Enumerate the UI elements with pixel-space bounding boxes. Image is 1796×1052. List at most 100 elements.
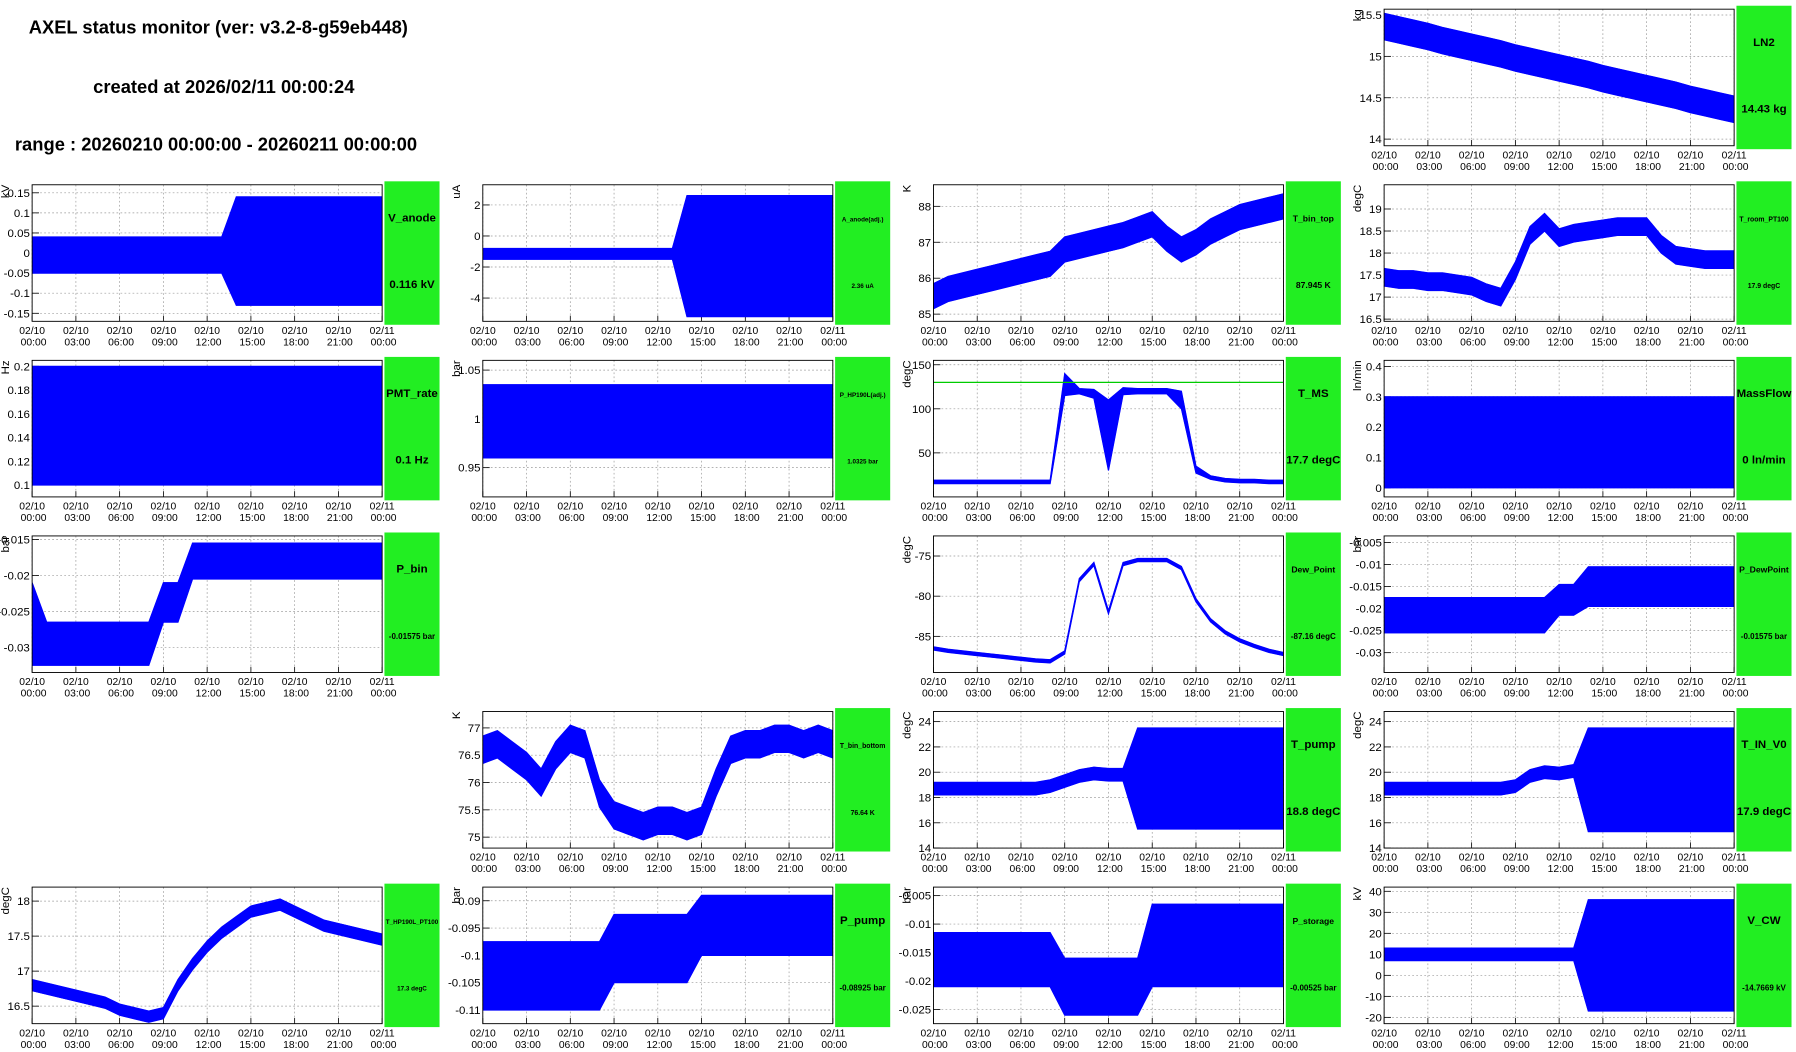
y-tick-label: -0.025 xyxy=(0,606,30,618)
data-edge xyxy=(1384,727,1735,783)
status-value: -87.16 degC xyxy=(1291,632,1336,641)
y-tick-label: -0.1 xyxy=(10,288,30,300)
x-tick-part: 02/11 xyxy=(1722,502,1747,513)
x-tick-part: 03:00 xyxy=(62,513,91,524)
status-value: -0.08925 bar xyxy=(839,983,885,992)
x-tick-label: 02/10 06:00 xyxy=(1457,150,1486,172)
data-edge xyxy=(32,542,383,623)
y-tick-label: -0.01 xyxy=(1356,560,1382,572)
data-layer xyxy=(933,727,1284,830)
x-tick-part: 00:00 xyxy=(468,513,497,524)
x-tick-label: 02/10 12:00 xyxy=(193,502,222,524)
y-tick-label: 18 xyxy=(918,793,931,805)
y-tick-label: 0.2 xyxy=(1366,422,1382,434)
status-box xyxy=(1736,883,1792,1028)
data-edge xyxy=(32,909,383,1023)
x-tick-part: 06:00 xyxy=(556,864,585,875)
x-tick-label: 02/10 03:00 xyxy=(1414,677,1443,699)
y-tick-label: -0.09 xyxy=(454,896,480,908)
x-tick-part: 09:00 xyxy=(600,337,629,348)
x-tick-part: 02/10 xyxy=(921,326,947,337)
x-tick-label: 02/10 21:00 xyxy=(1225,326,1254,348)
x-tick-label: 02/10 18:00 xyxy=(280,326,309,348)
x-tick-part: 12:00 xyxy=(1094,1040,1123,1051)
x-tick-label: 02/10 00:00 xyxy=(468,326,497,348)
x-tick-part: 02/10 xyxy=(107,1028,133,1039)
x-tick-part: 03:00 xyxy=(963,513,992,524)
x-tick-label: 02/10 09:00 xyxy=(1050,1028,1079,1050)
x-tick-label: 02/10 15:00 xyxy=(237,326,266,348)
y-tick-label: 75 xyxy=(468,832,481,844)
x-tick-part: 02/10 xyxy=(1096,502,1122,513)
x-tick-label: 02/10 06:00 xyxy=(1007,502,1036,524)
x-tick-part: 00:00 xyxy=(368,337,397,348)
x-tick-part: 02/10 xyxy=(150,677,176,688)
y-tick-label: 0.3 xyxy=(1366,392,1382,404)
x-tick-part: 02/10 xyxy=(1590,1028,1616,1039)
x-tick-label: 02/10 06:00 xyxy=(1007,853,1036,875)
x-tick-label: 02/10 21:00 xyxy=(1676,326,1705,348)
data-edge xyxy=(933,727,1284,783)
x-tick-label: 02/11 00:00 xyxy=(818,326,847,348)
x-tick-part: 18:00 xyxy=(280,1040,309,1051)
y-tick-label: 0.16 xyxy=(8,409,30,421)
x-tick-part: 06:00 xyxy=(1007,337,1036,348)
x-tick-label: 02/10 12:00 xyxy=(1545,1028,1574,1050)
y-tick-label: -0.02 xyxy=(1356,604,1382,616)
y-tick-label: 22 xyxy=(918,742,931,754)
x-tick-part: 02/10 xyxy=(238,502,264,513)
x-tick-part: 02/11 xyxy=(1722,150,1747,161)
x-tick-part: 09:00 xyxy=(1050,689,1079,700)
x-tick-part: 15:00 xyxy=(1138,513,1167,524)
x-tick-part: 15:00 xyxy=(687,1040,716,1051)
x-tick-label: 02/10 09:00 xyxy=(1501,853,1530,875)
x-tick-part: 00:00 xyxy=(18,689,47,700)
x-tick-part: 15:00 xyxy=(237,337,266,348)
x-tick-label: 02/10 00:00 xyxy=(1370,502,1399,524)
x-tick-part: 18:00 xyxy=(1632,1040,1661,1051)
x-tick-part: 02/10 xyxy=(1502,150,1528,161)
data-edge xyxy=(482,195,833,249)
data-edge xyxy=(482,894,833,943)
x-tick-part: 09:00 xyxy=(600,1040,629,1051)
x-tick-part: 02/10 xyxy=(557,853,583,864)
x-tick-part: 02/10 xyxy=(19,1028,45,1039)
x-tick-part: 03:00 xyxy=(1414,1040,1443,1051)
x-tick-label: 02/10 06:00 xyxy=(105,677,134,699)
x-tick-part: 02/10 xyxy=(1415,502,1441,513)
status-box xyxy=(1285,181,1341,325)
x-tick-part: 12:00 xyxy=(643,864,672,875)
data-edge xyxy=(1384,960,1735,1012)
data-edge xyxy=(482,954,833,1011)
data-layer xyxy=(933,903,1284,1016)
x-tick-part: 02/10 xyxy=(1677,677,1703,688)
x-tick-part: 02/11 xyxy=(1271,1028,1296,1039)
data-edge xyxy=(32,272,383,306)
y-tick-label: 20 xyxy=(918,767,931,779)
x-tick-part: 02/11 xyxy=(1722,677,1747,688)
x-tick-part: 15:00 xyxy=(687,864,716,875)
data-band xyxy=(482,384,833,459)
data-edge xyxy=(482,724,833,814)
data-edge xyxy=(933,561,1284,664)
x-tick-label: 02/10 03:00 xyxy=(512,326,541,348)
x-tick-part: 09:00 xyxy=(1050,1040,1079,1051)
x-tick-part: 00:00 xyxy=(1720,689,1749,700)
y-tick-label: -0.11 xyxy=(455,1005,480,1017)
x-tick-part: 18:00 xyxy=(1182,337,1211,348)
y-axis-label: bar xyxy=(902,887,914,904)
x-tick-part: 02/10 xyxy=(107,326,133,337)
status-title: T_HP190L_PT100 xyxy=(386,919,439,926)
x-tick-label: 02/10 12:00 xyxy=(1094,502,1123,524)
x-tick-part: 02/10 xyxy=(1502,853,1528,864)
x-tick-part: 00:00 xyxy=(818,337,847,348)
x-tick-label: 02/10 09:00 xyxy=(1501,326,1530,348)
x-tick-part: 02/10 xyxy=(1502,326,1528,337)
x-tick-part: 02/10 xyxy=(645,1028,671,1039)
status-value: 17.9 degC xyxy=(1737,806,1791,818)
y-tick-label: 17.5 xyxy=(8,931,30,943)
status-value: -0.00525 bar xyxy=(1290,983,1336,992)
y-tick-label: -10 xyxy=(1365,991,1382,1003)
x-tick-label: 02/10 21:00 xyxy=(1225,853,1254,875)
